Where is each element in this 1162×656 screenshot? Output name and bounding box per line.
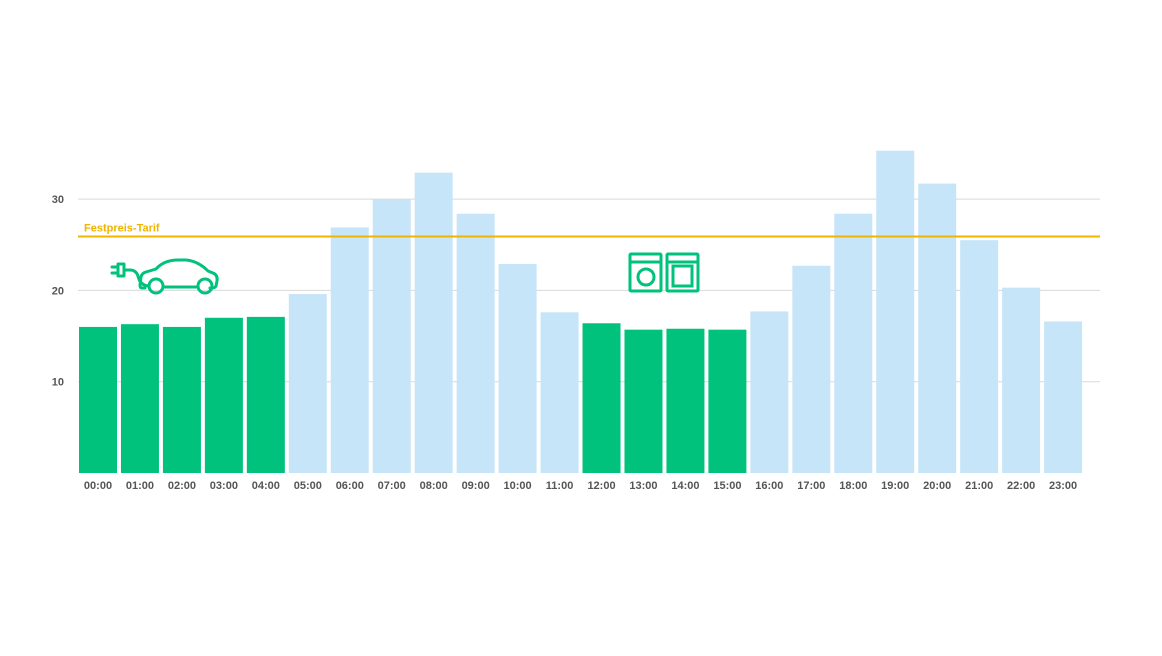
x-tick-label: 09:00: [462, 480, 490, 492]
x-tick-label: 21:00: [965, 480, 993, 492]
bar: [1044, 321, 1083, 473]
x-tick-label: 03:00: [210, 480, 238, 492]
x-tick-label: 13:00: [629, 480, 657, 492]
bar: [540, 312, 579, 473]
bar: [498, 263, 537, 473]
x-tick-label: 01:00: [126, 480, 154, 492]
bar: [330, 227, 369, 473]
reference-line-group: Festpreis-Tarif: [78, 223, 1100, 238]
y-tick-label: 20: [52, 285, 64, 297]
x-tick-label: 07:00: [378, 480, 406, 492]
bar: [414, 172, 453, 474]
bar: [1002, 287, 1041, 473]
bar: [372, 199, 411, 473]
y-tick-label: 10: [52, 377, 64, 389]
x-tick-label: 02:00: [168, 480, 196, 492]
bar: [204, 317, 243, 473]
x-tick-label: 16:00: [755, 480, 783, 492]
bar: [162, 326, 201, 473]
bar: [624, 329, 663, 473]
x-tick-label: 17:00: [797, 480, 825, 492]
bar: [456, 213, 495, 473]
x-tick-label: 04:00: [252, 480, 280, 492]
x-tick-label: 05:00: [294, 480, 322, 492]
x-tick-label: 12:00: [587, 480, 615, 492]
x-tick-label: 23:00: [1049, 480, 1077, 492]
x-tick-label: 11:00: [546, 480, 574, 492]
washing-machine-dishwasher-icon: [628, 252, 700, 293]
bar: [960, 240, 999, 473]
bar: [876, 150, 915, 473]
y-tick-label: 30: [52, 194, 64, 206]
bar: [120, 324, 159, 473]
bar: [666, 328, 705, 473]
bar: [918, 183, 957, 474]
x-tick-label: 20:00: [923, 480, 951, 492]
fixed-tariff-label: Festpreis-Tarif: [84, 223, 160, 235]
x-tick-label: 18:00: [839, 480, 867, 492]
bar: [288, 294, 327, 473]
bar: [246, 316, 285, 473]
x-tick-label: 10:00: [504, 480, 532, 492]
bar: [708, 329, 747, 473]
x-tick-label: 14:00: [671, 480, 699, 492]
bar: [582, 323, 621, 473]
axis-labels: 10 20 30 00:00 01:00 02:00 03:00 04:00 05:00 06:0…: [52, 194, 1077, 492]
bar: [834, 213, 873, 473]
x-tick-label: 19:00: [881, 480, 909, 492]
x-tick-label: 08:00: [420, 480, 448, 492]
bar: [750, 311, 789, 473]
electric-car-icon: [110, 258, 219, 295]
x-tick-label: 06:00: [336, 480, 364, 492]
bar: [792, 265, 831, 473]
x-tick-label: 00:00: [84, 480, 112, 492]
bars: [79, 150, 1083, 474]
x-tick-label: 22:00: [1007, 480, 1035, 492]
x-tick-label: 15:00: [713, 480, 741, 492]
bar: [79, 326, 117, 473]
